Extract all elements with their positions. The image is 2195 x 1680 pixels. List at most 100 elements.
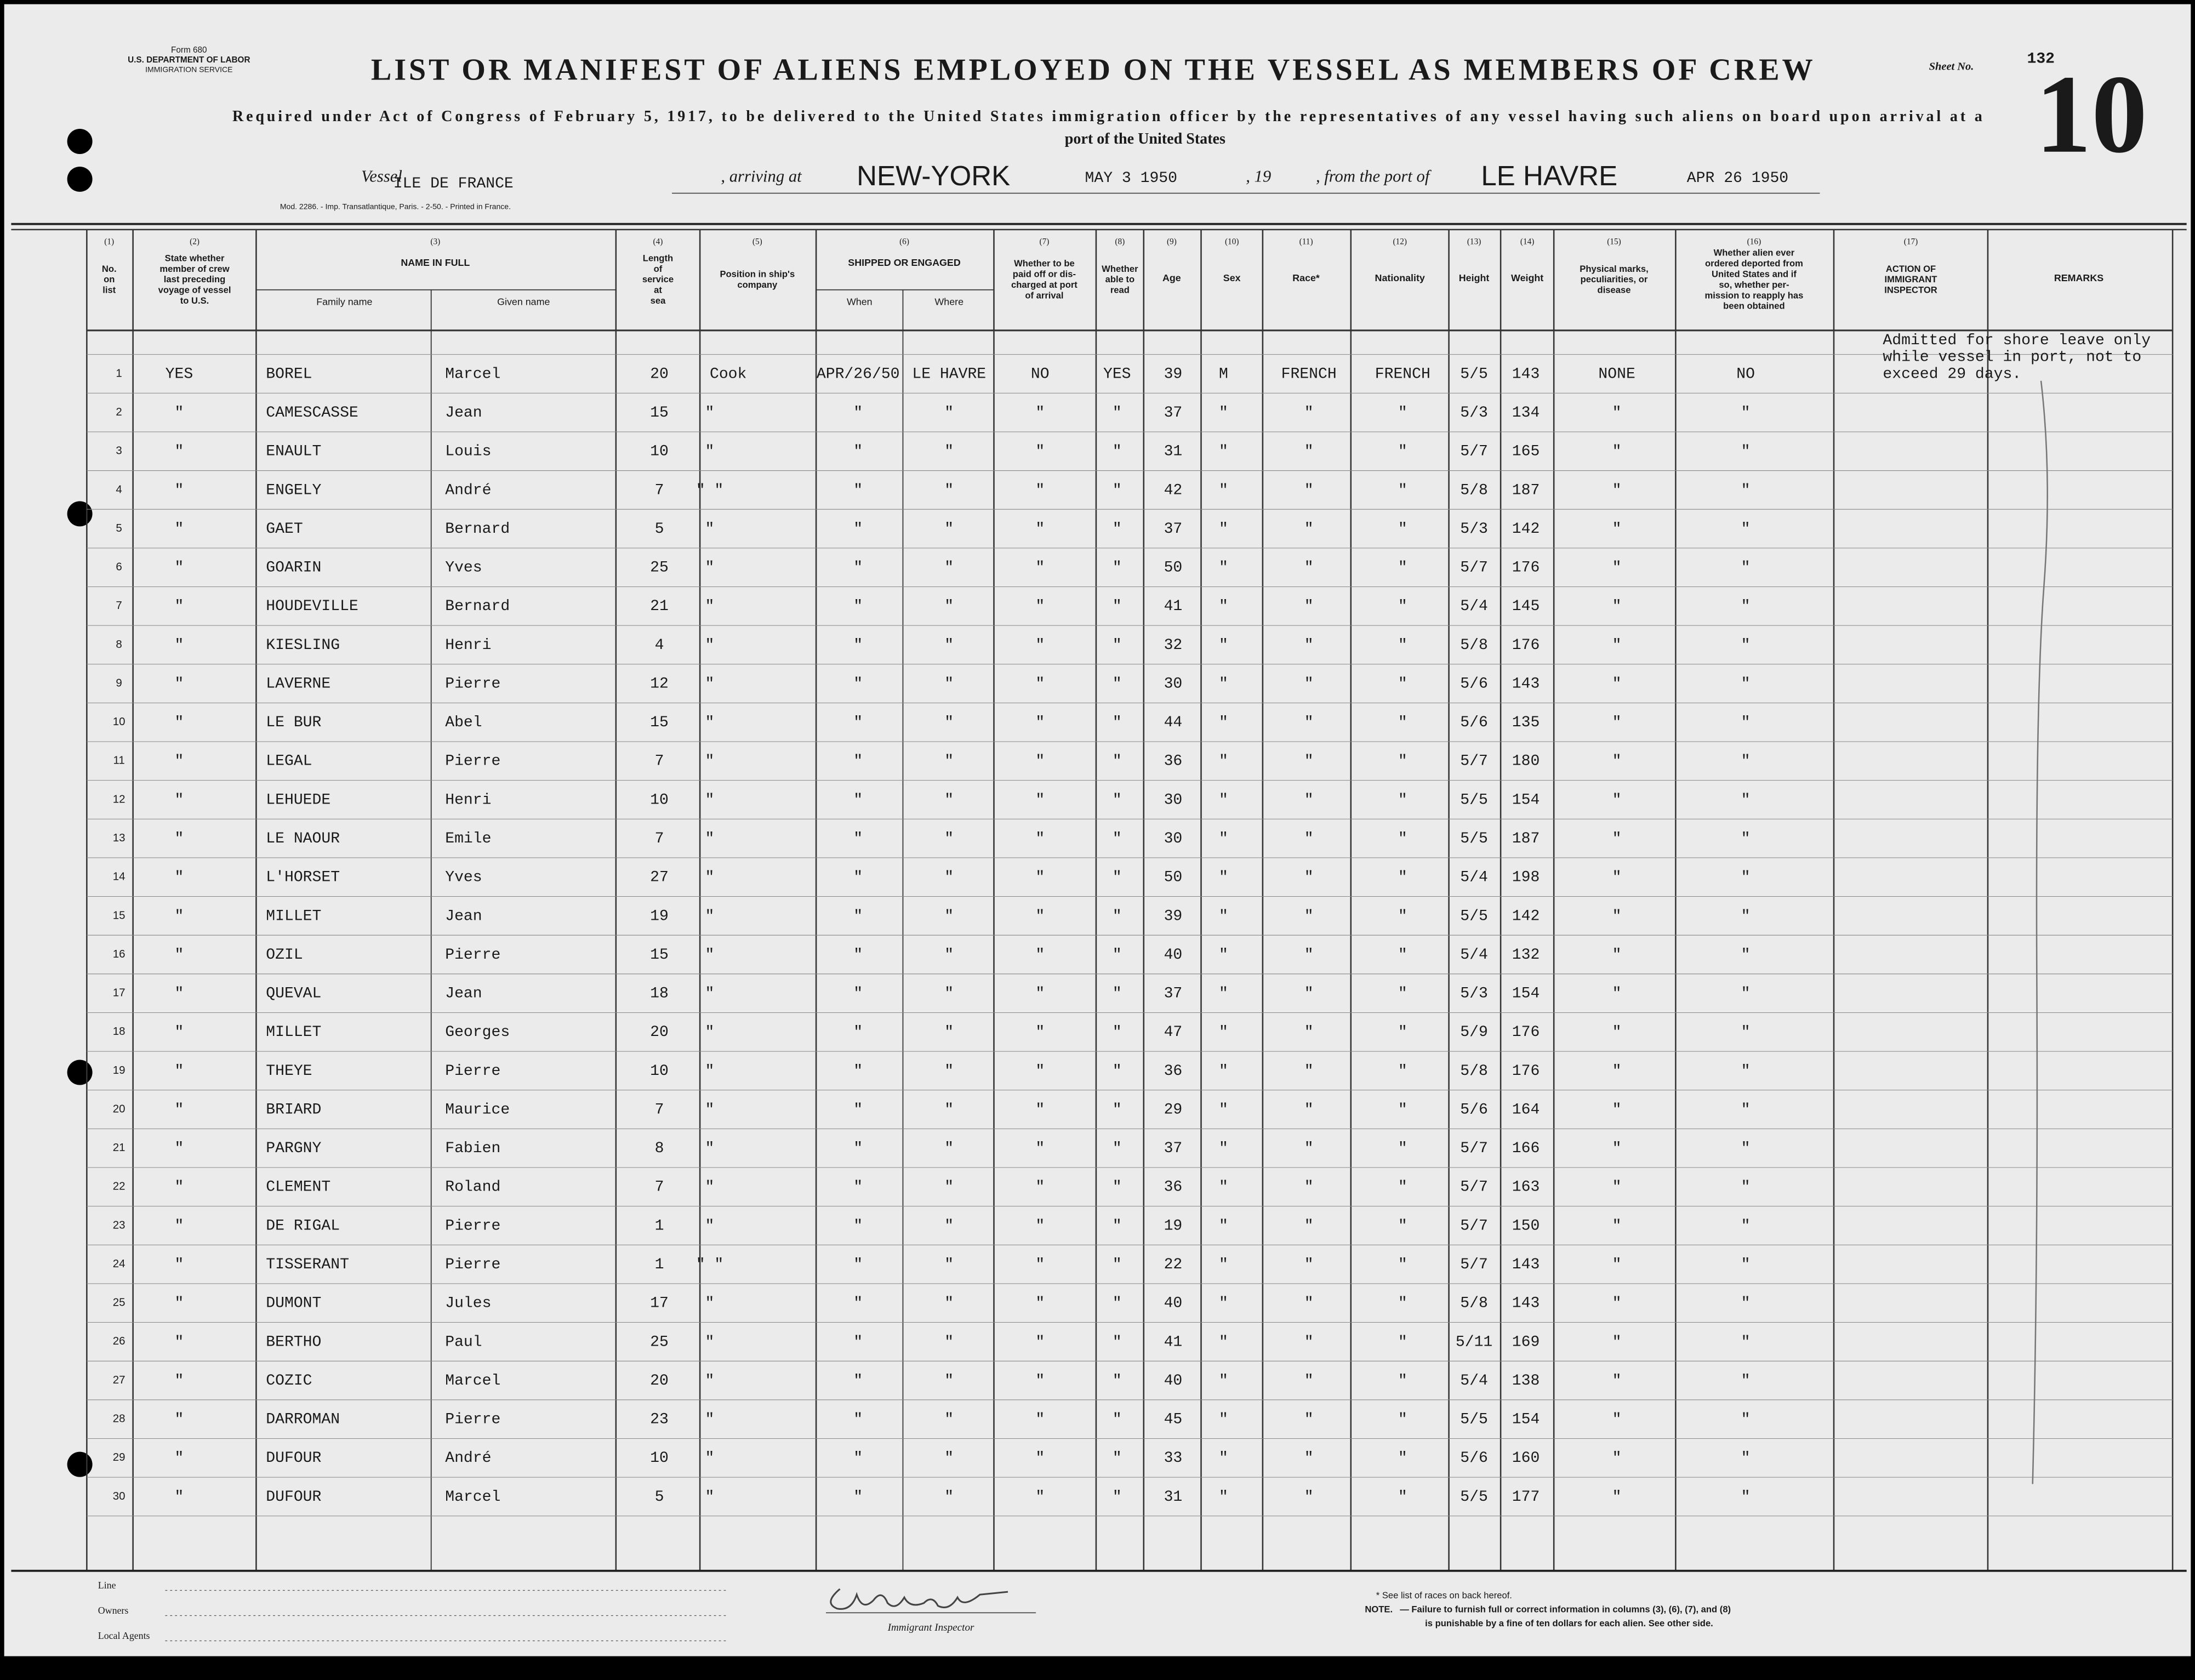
- column-number: (4): [653, 237, 663, 246]
- cell: ": [1612, 947, 1622, 964]
- cell: " ": [696, 1256, 724, 1273]
- cell: ": [1612, 908, 1622, 925]
- cell: ": [1741, 1334, 1751, 1351]
- cell: PARGNY: [266, 1140, 321, 1157]
- cell: ": [1219, 482, 1228, 499]
- cell: ": [1304, 908, 1314, 925]
- column-number: (1): [104, 237, 114, 246]
- cell: ": [853, 908, 863, 925]
- cell: ": [175, 1295, 184, 1312]
- cell: ": [1219, 1140, 1228, 1157]
- column-header: Nationality: [1375, 272, 1425, 283]
- cell: ": [1741, 637, 1751, 654]
- cell: ": [1113, 908, 1122, 925]
- cell: ": [1035, 1024, 1045, 1041]
- cell: ": [944, 1334, 954, 1351]
- column-number: (9): [1167, 237, 1177, 246]
- cell: ": [175, 637, 184, 654]
- row-number: 25: [113, 1297, 126, 1309]
- cell: Pierre: [445, 1217, 500, 1234]
- column-header: State whether: [165, 253, 225, 263]
- cell: 15: [650, 405, 669, 422]
- cell: BOREL: [266, 366, 312, 383]
- cell: ": [1113, 443, 1122, 460]
- cell: ": [1035, 753, 1045, 770]
- cell: ": [853, 1140, 863, 1157]
- cell: ": [1035, 1063, 1045, 1080]
- cell: ": [853, 521, 863, 538]
- cell: ": [1113, 1411, 1122, 1428]
- cell: ": [1398, 1179, 1407, 1196]
- cell: ": [1113, 1217, 1122, 1234]
- cell: CLEMENT: [266, 1179, 330, 1196]
- page-no: 10: [2036, 53, 2147, 176]
- cell: ": [1113, 830, 1122, 847]
- cell: ": [705, 675, 715, 692]
- column-number: (10): [1225, 237, 1239, 246]
- cell: ": [1741, 830, 1751, 847]
- cell: LEGAL: [266, 753, 312, 770]
- column-header: Length: [643, 253, 673, 263]
- row-number: 6: [116, 561, 122, 573]
- cell: ": [1612, 753, 1622, 770]
- column-header: ACTION OF: [1886, 264, 1936, 274]
- cell: ": [1398, 1450, 1407, 1467]
- cell: ": [853, 753, 863, 770]
- cell: ": [1398, 1295, 1407, 1312]
- column-number: (13): [1467, 237, 1481, 246]
- cell: 32: [1164, 637, 1183, 654]
- cell: Roland: [445, 1179, 500, 1196]
- cell: GOARIN: [266, 560, 321, 577]
- cell: ": [1398, 1489, 1407, 1506]
- cell: ": [944, 1411, 954, 1428]
- cell: ": [175, 791, 184, 808]
- cell: ": [853, 1101, 863, 1118]
- cell: LE NAOUR: [266, 830, 340, 847]
- cell: ": [1035, 1179, 1045, 1196]
- cell: ": [1741, 1256, 1751, 1273]
- column-header: company: [737, 280, 778, 290]
- cell: Cook: [710, 366, 746, 383]
- cell: 5/7: [1460, 1140, 1488, 1157]
- cell: 20: [650, 1024, 669, 1041]
- cell: ": [705, 1411, 715, 1428]
- cell: NO: [1736, 366, 1755, 383]
- cell: 21: [650, 598, 669, 615]
- cell: 160: [1512, 1450, 1540, 1467]
- cell: ": [1219, 560, 1228, 577]
- cell: ": [1398, 1256, 1407, 1273]
- cell: NONE: [1598, 366, 1635, 383]
- cell: Georges: [445, 1024, 510, 1041]
- cell: MILLET: [266, 908, 321, 925]
- cell: ": [1741, 482, 1751, 499]
- cell: ": [853, 1179, 863, 1196]
- cell: 40: [1164, 1373, 1183, 1389]
- column-header: No.: [102, 264, 117, 274]
- cell: ": [1113, 1295, 1122, 1312]
- cell: 37: [1164, 1140, 1183, 1157]
- cell: 132: [1512, 947, 1540, 964]
- cell: ": [853, 598, 863, 615]
- cell: 154: [1512, 1411, 1540, 1428]
- cell: 4: [655, 637, 664, 654]
- cell: 37: [1164, 986, 1183, 1003]
- cell: ": [944, 1101, 954, 1118]
- cell: 5/7: [1460, 443, 1488, 460]
- cell: ": [853, 1334, 863, 1351]
- cell: ": [1398, 637, 1407, 654]
- cell: 22: [1164, 1256, 1183, 1273]
- column-subheader: Where: [934, 296, 963, 307]
- cell: ": [1304, 1063, 1314, 1080]
- cell: ": [1741, 598, 1751, 615]
- cell: Jean: [445, 908, 482, 925]
- cell: ": [944, 908, 954, 925]
- cell: ": [1398, 405, 1407, 422]
- cell: ": [1741, 405, 1751, 422]
- cell: ": [944, 753, 954, 770]
- cell: ": [1398, 908, 1407, 925]
- cell: ": [944, 521, 954, 538]
- cell: ": [1398, 1140, 1407, 1157]
- cell: ": [175, 521, 184, 538]
- cell: 7: [655, 1101, 664, 1118]
- cell: ": [853, 830, 863, 847]
